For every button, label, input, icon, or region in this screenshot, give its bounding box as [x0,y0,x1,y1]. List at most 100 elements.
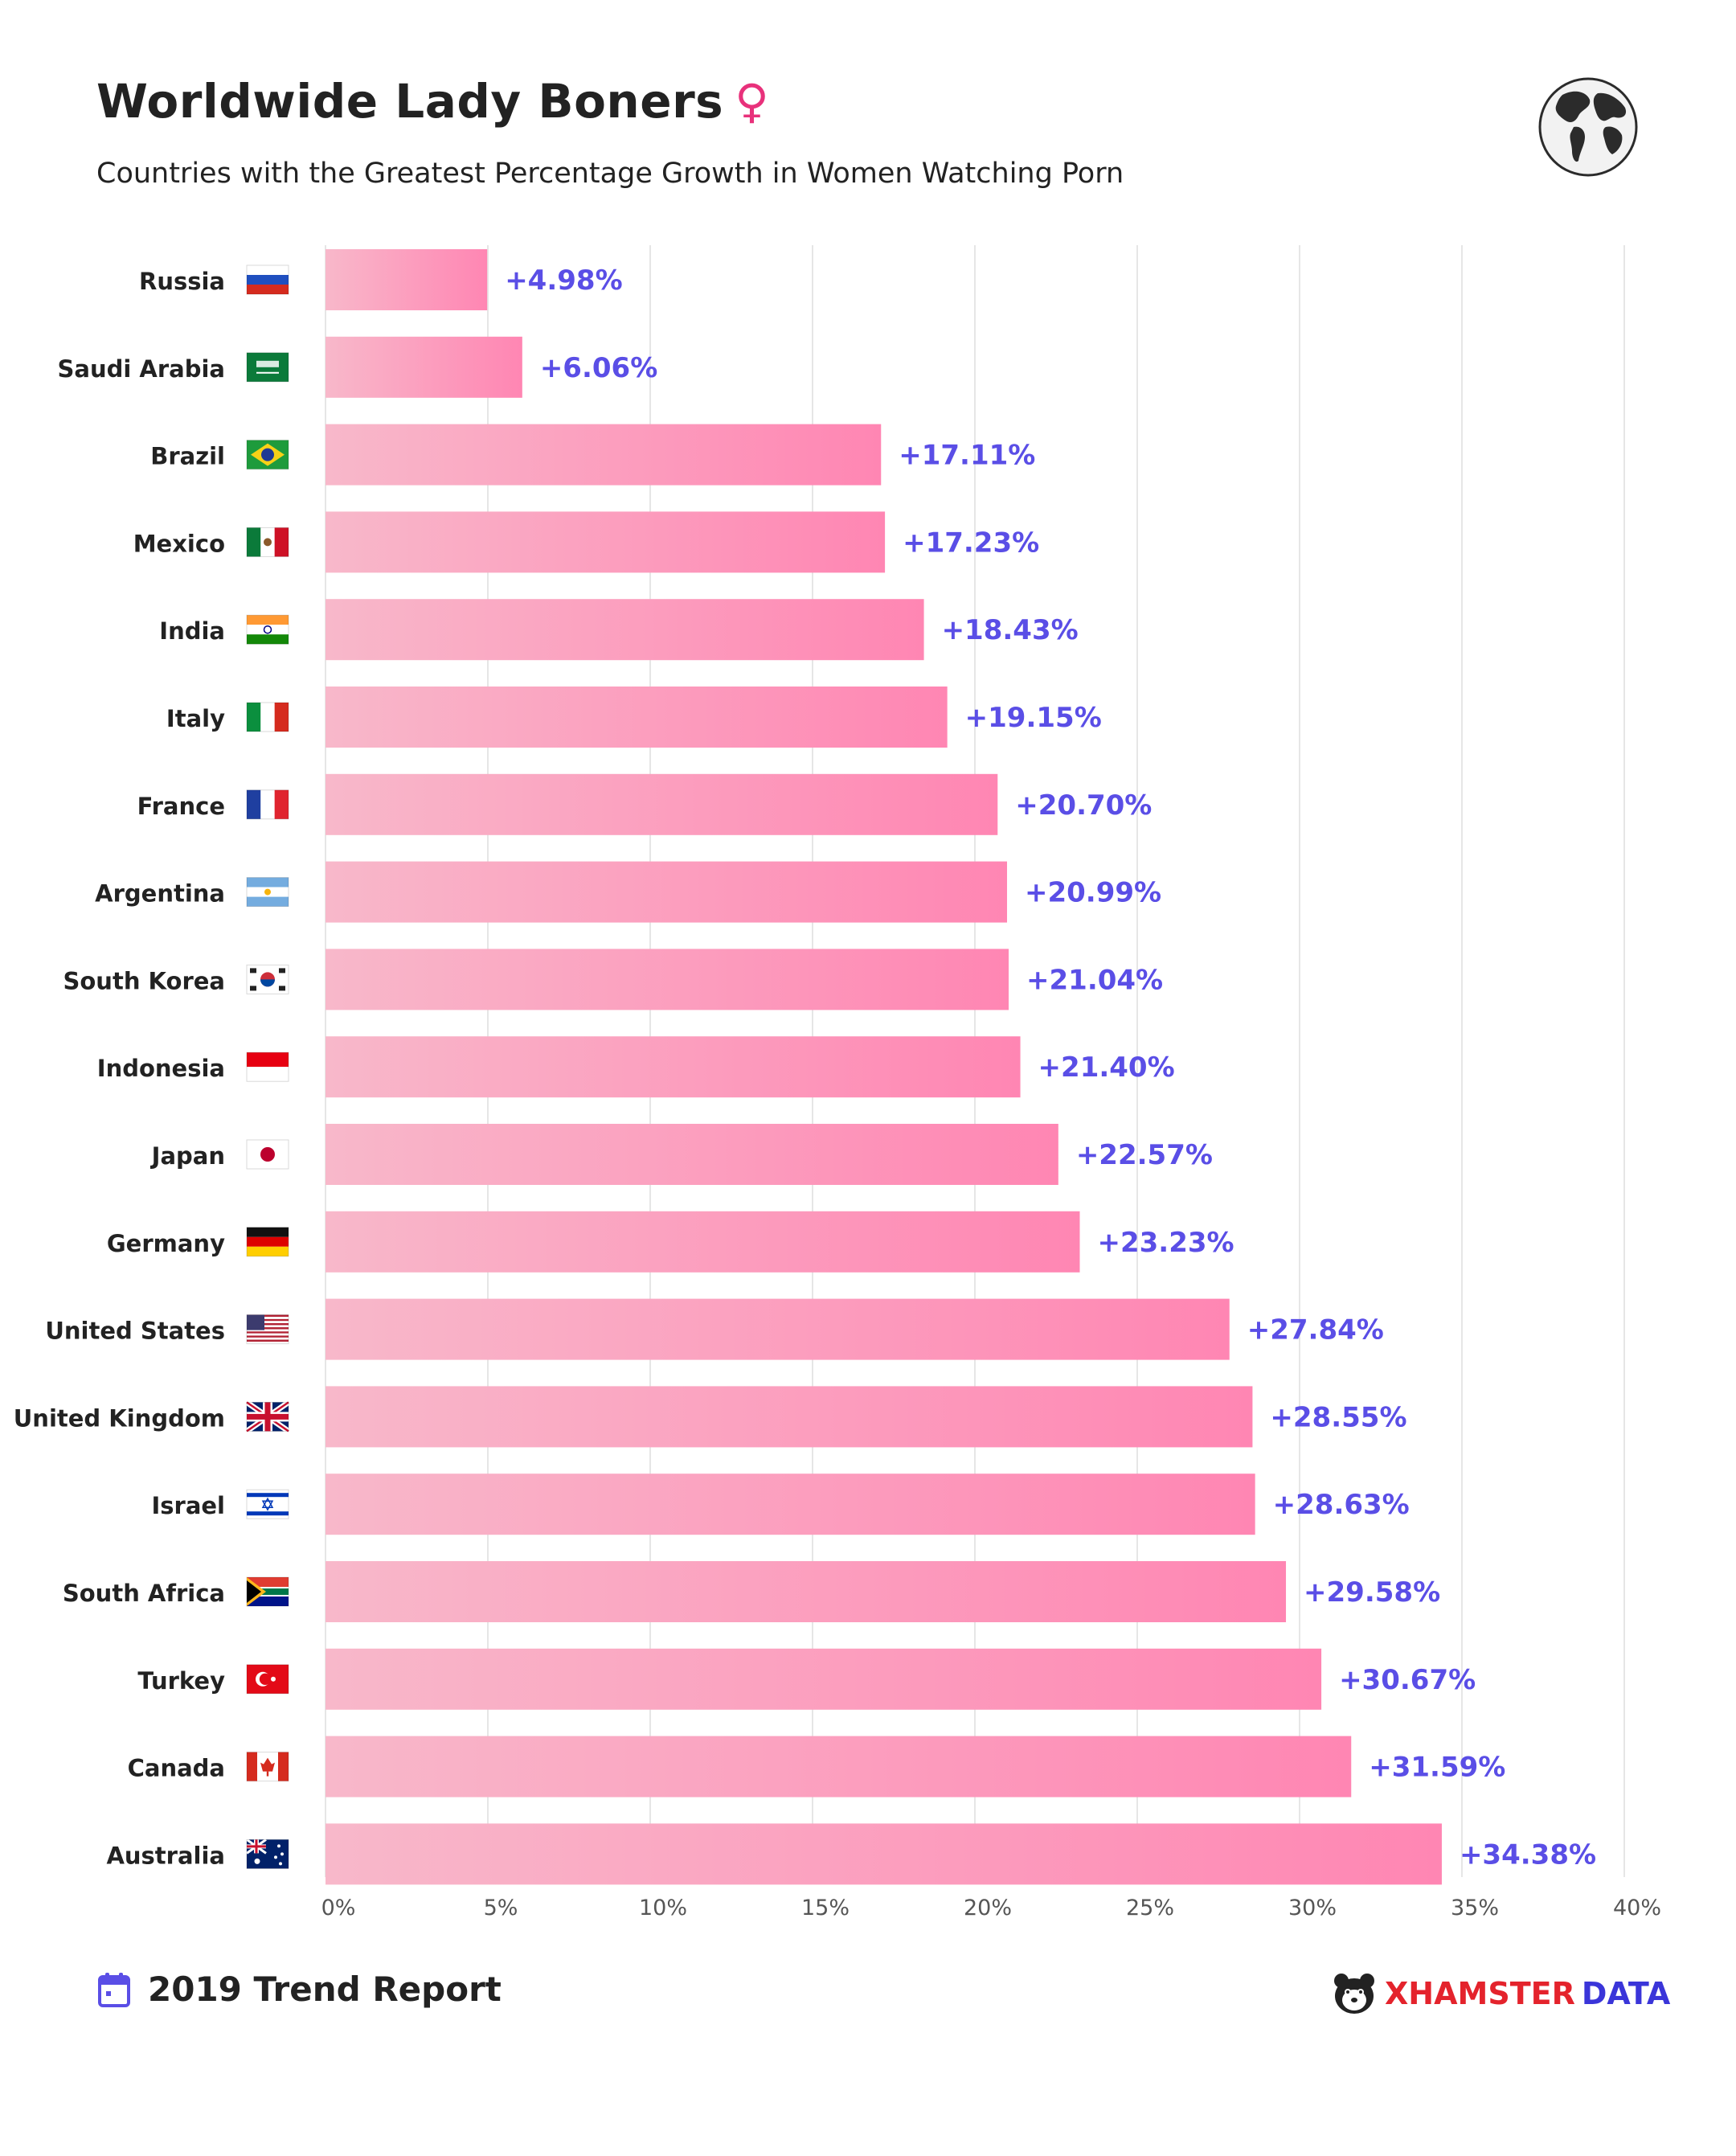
category-label: Germany [107,1230,225,1257]
bar [326,511,886,573]
bar [326,1298,1230,1360]
chart-subtitle: Countries with the Greatest Percentage G… [96,158,1124,190]
category-label: South Africa [63,1580,225,1607]
female-symbol-icon: ♀ [735,74,770,129]
value-label: +21.40% [1038,1051,1175,1084]
bar [326,1648,1322,1710]
united-states-flag-icon [246,1314,289,1345]
russia-flag-icon [246,264,289,295]
value-label: +19.15% [965,702,1102,734]
bar [326,1036,1021,1098]
germany-flag-icon [246,1227,289,1257]
bar [326,599,924,661]
value-label: +6.06% [540,352,657,384]
mexico-flag-icon [246,527,289,557]
israel-flag-icon [246,1489,289,1519]
x-tick-label: 0% [321,1896,356,1920]
x-tick-label: 5% [484,1896,518,1920]
flags [245,264,290,1869]
value-labels: +4.98% +6.06% +17.11% +17.23% +18.43% +19.15%… [505,264,1596,1871]
united-kingdom-flag-icon [245,1400,290,1434]
value-label: +20.70% [1015,789,1152,822]
x-tick-label: 25% [1126,1896,1174,1920]
value-label: +17.11% [899,440,1035,472]
value-label: +4.98% [505,264,622,297]
value-label: +28.63% [1273,1489,1410,1521]
brazil-flag-icon [246,440,289,470]
calendar-icon [98,1972,130,2007]
value-label: +17.23% [903,527,1039,559]
indonesia-flag-icon [246,1051,289,1082]
italy-flag-icon [246,702,289,732]
value-label: +28.55% [1270,1401,1406,1433]
value-label: +23.23% [1097,1227,1234,1259]
category-label: Russia [139,268,225,295]
category-label: Saudi Arabia [58,355,225,383]
category-label: United Kingdom [14,1404,225,1432]
canada-flag-icon [246,1752,289,1782]
x-tick-label: 20% [964,1896,1012,1920]
value-label: +18.43% [942,614,1079,646]
value-label: +27.84% [1247,1314,1384,1346]
category-label: Mexico [133,530,225,557]
category-label: Indonesia [97,1055,225,1082]
category-label: United States [45,1318,225,1345]
x-tick-label: 10% [639,1896,687,1920]
x-tick-label: 30% [1288,1896,1337,1920]
bar [326,1561,1287,1622]
x-tick-label: 35% [1451,1896,1499,1920]
saudi-arabia-flag-icon [246,352,289,383]
value-label: +29.58% [1304,1576,1440,1609]
value-label: +34.38% [1460,1838,1596,1871]
australia-flag-icon [246,1838,289,1869]
value-label: +31.59% [1369,1752,1505,1784]
value-label: +22.57% [1076,1139,1213,1171]
bar [326,1124,1058,1185]
bar [326,1211,1080,1273]
france-flag-icon [246,789,289,820]
bar [326,1386,1253,1448]
brand-name: XHAMSTER [1385,1976,1575,2011]
india-flag-icon [246,614,289,645]
south-africa-flag-icon [246,1576,289,1607]
value-label: +20.99% [1025,877,1161,909]
brand-logo: XHAMSTER DATA [1330,1970,1670,2018]
south-korea-flag-icon [246,964,289,994]
bar [326,1823,1442,1885]
bar [326,861,1007,923]
bar [326,336,522,398]
category-label: France [137,793,225,820]
category-label: Turkey [137,1667,225,1695]
value-label: +21.04% [1026,964,1163,996]
category-label: South Korea [63,967,226,994]
globe-icon [1538,77,1638,177]
bar [326,424,882,486]
x-tick-label: 40% [1613,1896,1661,1920]
bars [326,249,1442,1885]
x-tick-label: 15% [801,1896,850,1920]
bar [326,687,948,748]
category-label: Japan [150,1142,225,1170]
japan-flag-icon [246,1139,289,1170]
chart-title: Worldwide Lady Boners ♀ [96,74,769,129]
category-label: Canada [128,1755,225,1782]
turkey-flag-icon [246,1664,289,1695]
category-label: Brazil [150,443,225,470]
bar [326,1736,1352,1797]
chart-title-text: Worldwide Lady Boners [96,74,724,129]
bar [326,773,998,835]
category-label: Argentina [95,880,225,908]
bar [326,249,488,310]
value-label: +30.67% [1339,1664,1476,1696]
category-label: Israel [151,1492,225,1519]
category-label: India [159,617,225,645]
bar [326,1474,1255,1535]
argentina-flag-icon [246,877,289,908]
category-label: Italy [166,705,225,732]
x-axis-ticks: 0% 5% 10% 15% 20% 25% 30% 35% 40% [321,1896,1661,1920]
category-labels: Russia Saudi Arabia Brazil Mexico India Italy… [14,268,225,1869]
hamster-logo-icon [1334,1974,1374,2014]
category-label: Australia [106,1842,225,1869]
report-footer: 2019 Trend Report [98,1970,502,2009]
